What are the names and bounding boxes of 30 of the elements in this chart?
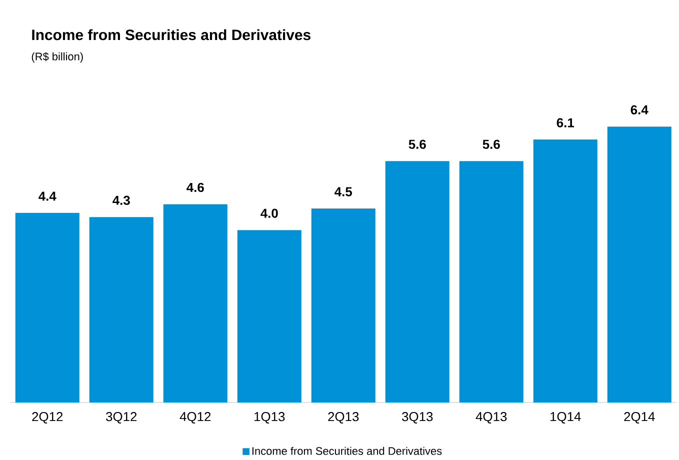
x-tick-label: 4Q13 — [476, 412, 507, 424]
legend-label: Income from Securities and Derivatives — [252, 446, 442, 455]
bar — [15, 212, 80, 402]
bar — [607, 126, 672, 402]
data-label: 5.6 — [482, 140, 500, 149]
x-tick-label: 3Q13 — [402, 412, 433, 424]
x-tick-label: 1Q13 — [254, 412, 285, 424]
data-label: 5.6 — [408, 140, 426, 149]
x-tick-label: 2Q12 — [32, 412, 63, 424]
bar — [89, 217, 154, 402]
bar — [311, 208, 376, 402]
data-label: 4.6 — [186, 182, 204, 192]
bar — [385, 160, 450, 402]
data-label: 6.1 — [556, 118, 574, 128]
chart-title: Income from Securities and Derivatives — [32, 29, 310, 40]
x-tick-label: 1Q14 — [550, 412, 581, 424]
data-label: 6.4 — [630, 105, 648, 114]
bar — [459, 160, 524, 402]
data-label: 4.3 — [112, 196, 130, 205]
bar — [237, 230, 302, 402]
x-tick-label: 4Q12 — [180, 412, 211, 424]
data-label: 4.5 — [334, 187, 352, 196]
data-label: 4.0 — [260, 208, 278, 218]
x-tick-label: 2Q14 — [624, 412, 655, 424]
x-tick-label: 3Q12 — [106, 412, 137, 424]
chart-subtitle: (R$ billion) — [32, 52, 83, 62]
bar — [163, 204, 228, 402]
data-label: 4.4 — [38, 192, 56, 200]
x-tick-label: 2Q13 — [328, 412, 359, 424]
bar — [533, 139, 598, 402]
